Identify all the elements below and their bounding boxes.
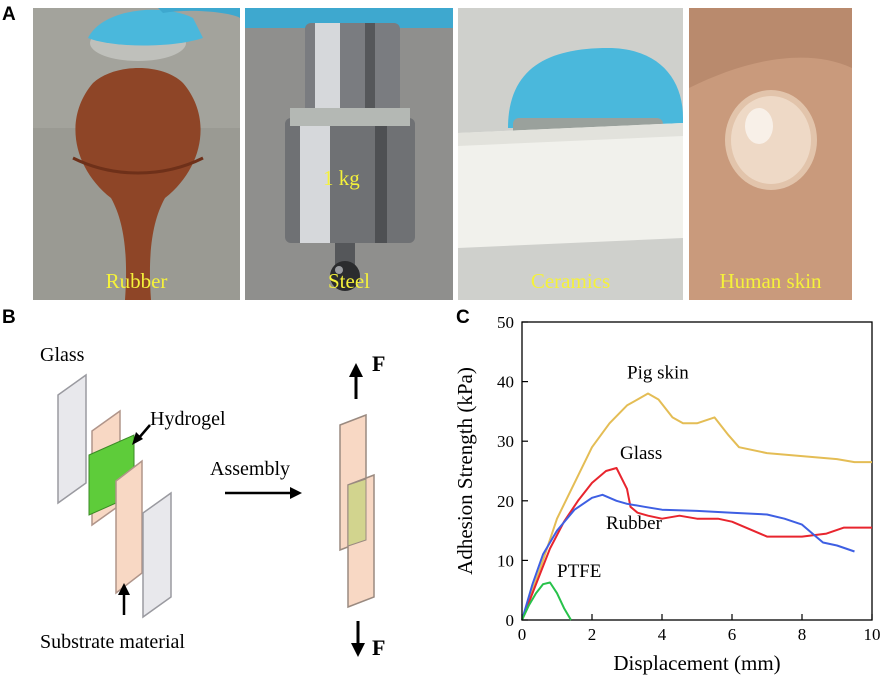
panel-b-schematic: B Glass Hydrogel Substrate material Asse… [0,305,450,694]
caption-rubber: Rubber [105,269,168,293]
photo-ceramics: Ceramics [458,8,683,300]
photo-human-skin: Human skin [689,8,852,300]
series-annotation: Glass [620,443,662,464]
x-tick-label: 6 [728,625,737,644]
glass-slide-left [57,373,87,505]
y-tick-label: 0 [506,611,515,630]
series-ptfe-line [521,581,572,621]
panel-label-b: B [2,307,16,328]
hydrogel-label: Hydrogel [150,408,226,430]
panel-label-a: A [2,4,16,25]
y-tick-label: 50 [497,313,514,332]
series-annotation: Pig skin [627,363,689,384]
ceramic-disk-illustration [458,8,683,300]
substrate-label: Substrate material [40,631,185,653]
series-pig-skin-line [521,392,872,621]
x-tick-label: 10 [864,625,881,644]
weight-label: 1 kg [323,166,360,190]
y-tick-label: 10 [497,551,514,570]
y-axis-label: Adhesion Strength (kPa) [453,367,477,575]
caption-human-skin: Human skin [719,269,822,293]
series-layer [521,392,872,621]
steel-weight-illustration [245,8,453,300]
caption-steel: Steel [328,269,370,293]
glass-slide-right [142,491,172,619]
lap-shear-schematic: Glass Hydrogel Substrate material Assemb… [40,344,385,660]
x-tick-label: 2 [588,625,597,644]
assembled-overlap [347,478,367,547]
photo-steel: 1 kg Steel [245,8,453,300]
x-tick-label: 8 [798,625,807,644]
panel-label-c: C [456,307,470,328]
substrate-slide-right [115,459,143,595]
caption-ceramics: Ceramics [530,269,611,293]
assembly-label: Assembly [210,458,290,480]
adhesion-strength-chart: Pig skin Glass Rubber PTFE 0 2 4 6 8 10 0 10 20 30 40… [453,313,881,675]
x-tick-label: 0 [518,625,527,644]
series-annotation: PTFE [557,561,601,582]
plot-frame [521,321,873,621]
annotation-layer: Pig skin Glass Rubber PTFE [557,363,689,582]
x-axis-label: Displacement (mm) [613,651,780,675]
x-tick-label: 4 [658,625,667,644]
force-top-label: F [372,351,385,376]
glass-label: Glass [40,344,85,366]
series-glass-line [521,467,872,621]
plot-area [521,321,873,621]
rubber-bulb-illustration [33,8,240,300]
panel-c-chart: C Pig skin Glass Rubber PTFE 0 2 4 6 8 10 0 10 20 30… [450,305,886,694]
hydrogel-on-skin-illustration [689,8,852,300]
tick-layer: 0 2 4 6 8 10 0 10 20 30 40 50 [497,313,881,644]
force-bottom-label: F [372,635,385,660]
series-annotation: Rubber [606,513,663,534]
y-tick-label: 20 [497,492,514,511]
series-rubber-line [521,493,855,621]
y-tick-label: 30 [497,432,514,451]
y-tick-label: 40 [497,373,514,392]
photo-rubber: Rubber [33,8,240,300]
